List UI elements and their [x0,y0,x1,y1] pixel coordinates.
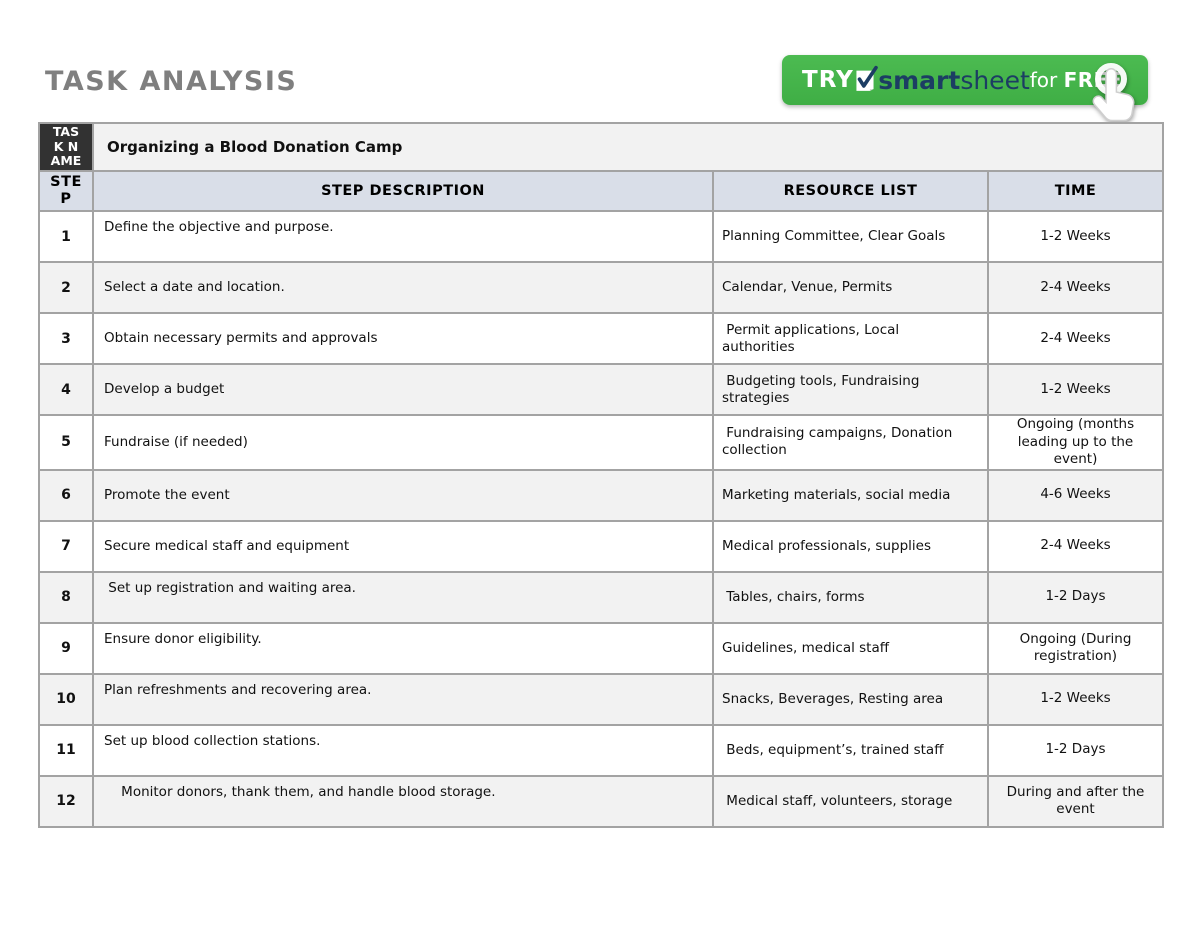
description-cell: Secure medical staff and equipment [92,519,714,573]
column-header-time: TIME [987,170,1164,212]
description-cell: Promote the event [92,468,714,522]
column-header-resources: RESOURCE LIST [712,170,989,212]
step-cell: 12 [38,774,94,828]
time-cell: Ongoing (months leading up to the event) [987,414,1164,471]
task-name-label: TASK NAME [38,122,94,172]
table-row: 8 Set up registration and waiting area. … [38,570,1164,624]
resource-cell: Marketing materials, social media [712,468,989,522]
column-header-step: STEP [38,170,94,212]
time-cell: Ongoing (During registration) [987,621,1164,675]
time-cell: 1-2 Days [987,570,1164,624]
step-cell: 2 [38,261,94,314]
step-cell: 4 [38,363,94,416]
step-cell: 5 [38,414,94,471]
description-cell: Fundraise (if needed) [92,414,714,471]
smartsheet-logo-sheet: sheet [960,65,1030,95]
description-cell: Select a date and location. [92,261,714,314]
description-cell: Monitor donors, thank them, and handle b… [92,774,714,828]
time-cell: 1-2 Weeks [987,363,1164,416]
step-cell: 10 [38,672,94,726]
description-cell: Obtain necessary permits and approvals [92,312,714,365]
resource-cell: Tables, chairs, forms [712,570,989,624]
time-cell: 1-2 Weeks [987,672,1164,726]
table-header-row: STEP STEP DESCRIPTION RESOURCE LIST TIME [38,170,1164,212]
step-cell: 7 [38,519,94,573]
table-row: 10 Plan refreshments and recovering area… [38,672,1164,726]
description-cell: Develop a budget [92,363,714,416]
resource-cell: Permit applications, Local authorities [712,312,989,365]
table-row: 5 Fundraise (if needed) Fundraising camp… [38,414,1164,471]
table-row: 12 Monitor donors, thank them, and handl… [38,774,1164,828]
table-row: 9 Ensure donor eligibility. Guidelines, … [38,621,1164,675]
resource-cell: Medical professionals, supplies [712,519,989,573]
smartsheet-logo-smart: smart [878,65,961,95]
table-row: 1 Define the objective and purpose. Plan… [38,210,1164,263]
description-cell: Set up registration and waiting area. [92,570,714,624]
table-row: 3 Obtain necessary permits and approvals… [38,312,1164,365]
table-row: 2 Select a date and location. Calendar, … [38,261,1164,314]
time-cell: 2-4 Weeks [987,519,1164,573]
resource-cell: Calendar, Venue, Permits [712,261,989,314]
resource-cell: Snacks, Beverages, Resting area [712,672,989,726]
column-header-description: STEP DESCRIPTION [92,170,714,212]
step-cell: 11 [38,723,94,777]
time-cell: 2-4 Weeks [987,312,1164,365]
description-cell: Plan refreshments and recovering area. [92,672,714,726]
task-name-value: Organizing a Blood Donation Camp [92,122,1164,172]
promo-free-label: FREE [1063,68,1122,92]
step-cell: 1 [38,210,94,263]
table-row: 4 Develop a budget Budgeting tools, Fund… [38,363,1164,416]
description-cell: Ensure donor eligibility. [92,621,714,675]
time-cell: During and after the event [987,774,1164,828]
description-cell: Set up blood collection stations. [92,723,714,777]
checkbox-icon [856,65,878,91]
table-row: 11 Set up blood collection stations. Bed… [38,723,1164,777]
resource-cell: Budgeting tools, Fundraising strategies [712,363,989,416]
step-cell: 8 [38,570,94,624]
time-cell: 1-2 Days [987,723,1164,777]
table-row: 7 Secure medical staff and equipment Med… [38,519,1164,573]
step-cell: 6 [38,468,94,522]
resource-cell: Fundraising campaigns, Donation collecti… [712,414,989,471]
time-cell: 1-2 Weeks [987,210,1164,263]
resource-cell: Guidelines, medical staff [712,621,989,675]
smartsheet-logo: smartsheet [878,66,1030,95]
step-cell: 9 [38,621,94,675]
description-cell: Define the objective and purpose. [92,210,714,263]
resource-cell: Beds, equipment’s, trained staff [712,723,989,777]
table-row: 6 Promote the event Marketing materials,… [38,468,1164,522]
task-analysis-table: TASK NAME Organizing a Blood Donation Ca… [38,122,1164,828]
step-cell: 3 [38,312,94,365]
task-name-row: TASK NAME Organizing a Blood Donation Ca… [38,122,1164,172]
try-label: TRY [802,67,854,93]
try-smartsheet-button[interactable]: TRY smartsheet for FREE [782,55,1148,105]
time-cell: 4-6 Weeks [987,468,1164,522]
resource-cell: Planning Committee, Clear Goals [712,210,989,263]
promo-for-label: for [1029,68,1058,92]
resource-cell: Medical staff, volunteers, storage [712,774,989,828]
promo-suffix: for FREE [1030,68,1122,92]
page-title: TASK ANALYSIS [45,66,298,97]
time-cell: 2-4 Weeks [987,261,1164,314]
